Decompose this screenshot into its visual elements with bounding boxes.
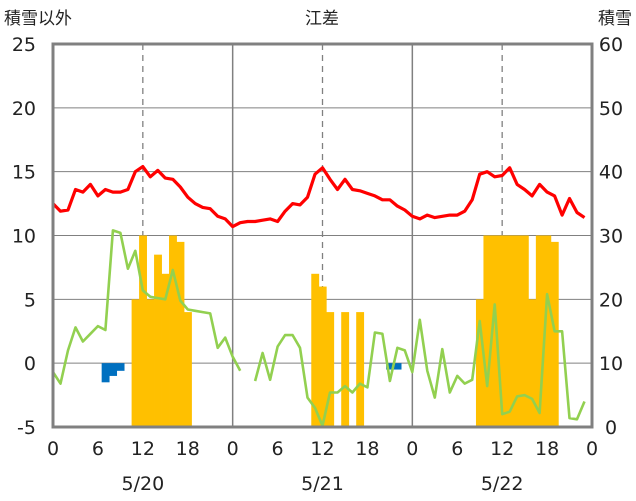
left-tick-label: 5 — [24, 289, 36, 311]
snow-depth-bar — [513, 235, 522, 427]
snow-depth-bar — [131, 299, 140, 427]
snow-depth-bar — [318, 286, 327, 427]
x-tick-label: 18 — [355, 438, 379, 460]
green-series-line — [51, 229, 242, 385]
right-tick-label: 20 — [599, 289, 623, 311]
snow-depth-bar — [550, 241, 559, 427]
snow-depth-bar — [161, 273, 170, 427]
left-tick-label: 0 — [24, 353, 36, 375]
negative-value-bar — [393, 363, 402, 370]
left-tick-label: 25 — [12, 34, 36, 56]
date-label: 5/20 — [121, 473, 164, 495]
x-tick-label: 6 — [451, 438, 463, 460]
snow-depth-bar — [475, 299, 484, 427]
snow-depth-bar — [483, 235, 492, 427]
right-tick-label: 30 — [599, 226, 623, 248]
negative-value-bar — [116, 363, 125, 371]
bar-series — [101, 235, 559, 427]
left-tick-label: 10 — [12, 226, 36, 248]
left-axis-label: 積雪以外 — [4, 9, 72, 29]
snow-depth-bar — [356, 312, 365, 427]
snow-depth-bar — [169, 235, 177, 427]
snow-depth-bar — [184, 312, 192, 427]
x-tick-label: 6 — [272, 438, 284, 460]
x-tick-label: 0 — [227, 438, 239, 460]
date-label: 5/22 — [481, 473, 524, 495]
negative-value-bar — [386, 363, 395, 370]
snow-depth-bar — [311, 273, 320, 427]
x-tick-label: 12 — [490, 438, 514, 460]
negative-value-bar — [109, 363, 118, 376]
left-tick-label: 20 — [12, 98, 36, 120]
left-tick-label: 15 — [12, 162, 36, 184]
snow-depth-bar — [146, 299, 155, 427]
right-tick-label: 40 — [599, 162, 623, 184]
x-tick-label: 18 — [176, 438, 200, 460]
snow-depth-bar — [528, 299, 537, 427]
snow-depth-bar — [326, 312, 335, 427]
snow-depth-bar — [341, 312, 350, 427]
snow-depth-bar — [490, 235, 499, 427]
snow-depth-bar — [543, 235, 552, 427]
snow-depth-bar — [505, 235, 514, 427]
right-tick-label: 60 — [599, 34, 623, 56]
snow-depth-bar — [139, 235, 147, 427]
left-tick-label: -5 — [17, 417, 36, 439]
negative-value-bar — [101, 363, 110, 383]
right-tick-label: 50 — [599, 98, 623, 120]
plot-frame — [51, 42, 594, 429]
snow-depth-bar — [535, 235, 544, 427]
snow-depth-bar — [498, 235, 507, 427]
line-series — [51, 165, 586, 428]
date-label: 5/21 — [301, 473, 344, 495]
x-tick-label: 0 — [406, 438, 418, 460]
x-tick-label: 12 — [310, 438, 334, 460]
x-tick-label: 0 — [586, 438, 598, 460]
x-tick-label: 0 — [47, 438, 59, 460]
temperature-line — [51, 165, 586, 229]
x-tick-label: 18 — [535, 438, 559, 460]
right-axis-label: 積雪 — [598, 9, 632, 29]
x-tick-label: 12 — [131, 438, 155, 460]
snow-depth-bar — [154, 254, 162, 427]
snow-depth-bar — [520, 235, 529, 427]
right-tick-label: 10 — [599, 353, 623, 375]
chart-title: 江差 — [305, 9, 339, 29]
right-tick-label: 0 — [605, 417, 617, 439]
x-tick-label: 6 — [92, 438, 104, 460]
snow-depth-bar — [176, 241, 185, 427]
green-series-line — [253, 292, 586, 428]
